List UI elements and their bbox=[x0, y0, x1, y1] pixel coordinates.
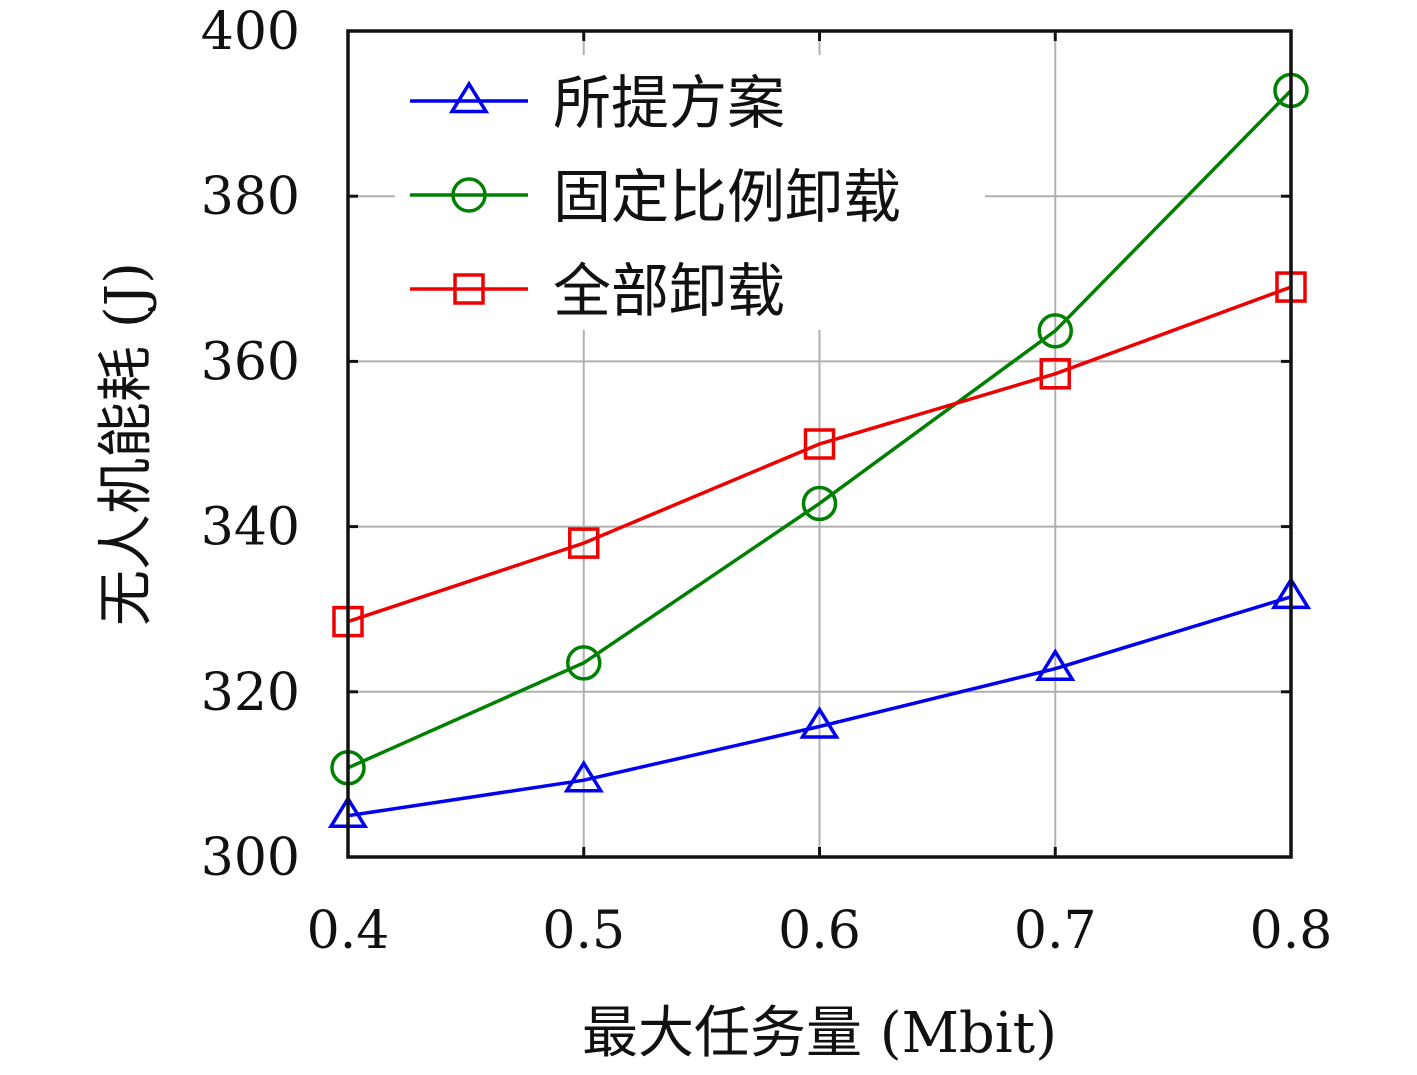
y-tick-label: 380 bbox=[201, 167, 300, 227]
legend-marker bbox=[448, 80, 490, 114]
data-point bbox=[563, 759, 604, 793]
x-tick-label: 0.7 bbox=[1014, 901, 1097, 961]
series-line bbox=[347, 595, 1292, 818]
x-axis-label: 最大任务量 (Mbit) bbox=[582, 1001, 1057, 1066]
data-point bbox=[568, 527, 600, 559]
legend-marker bbox=[453, 273, 485, 305]
legend-entry: 全部卸载 bbox=[410, 257, 785, 325]
data-point bbox=[566, 645, 602, 681]
data-point bbox=[801, 485, 838, 522]
legend-label: 所提方案 bbox=[553, 69, 785, 137]
x-tick-label: 0.8 bbox=[1250, 901, 1333, 961]
data-point bbox=[1039, 358, 1071, 390]
y-axis-label: 无人机能耗 (J) bbox=[94, 262, 159, 626]
data-point bbox=[803, 428, 836, 460]
legend-label: 固定比例卸载 bbox=[553, 163, 901, 231]
data-point bbox=[1035, 648, 1076, 681]
y-tick-label: 340 bbox=[201, 498, 300, 558]
x-tick-label: 0.4 bbox=[307, 901, 390, 961]
legend-marker bbox=[451, 177, 487, 213]
x-tick-label: 0.5 bbox=[542, 901, 625, 961]
tick-labels: 0.4 0.5 0.6 0.7 0.8 300 320 340 360 380 400 bbox=[201, 2, 1333, 961]
y-tick-label: 400 bbox=[201, 2, 300, 62]
y-tick-label: 300 bbox=[201, 828, 300, 888]
data-point bbox=[1037, 313, 1073, 349]
series-line bbox=[347, 89, 1293, 770]
legend-entry: 固定比例卸载 bbox=[410, 163, 901, 231]
legend-label: 全部卸载 bbox=[553, 257, 785, 325]
data-point bbox=[799, 706, 840, 739]
y-tick-label: 360 bbox=[201, 332, 300, 392]
y-tick-label: 320 bbox=[201, 663, 300, 723]
legend-entry: 所提方案 bbox=[410, 69, 785, 137]
series-line bbox=[347, 285, 1292, 624]
x-tick-label: 0.6 bbox=[778, 901, 861, 961]
